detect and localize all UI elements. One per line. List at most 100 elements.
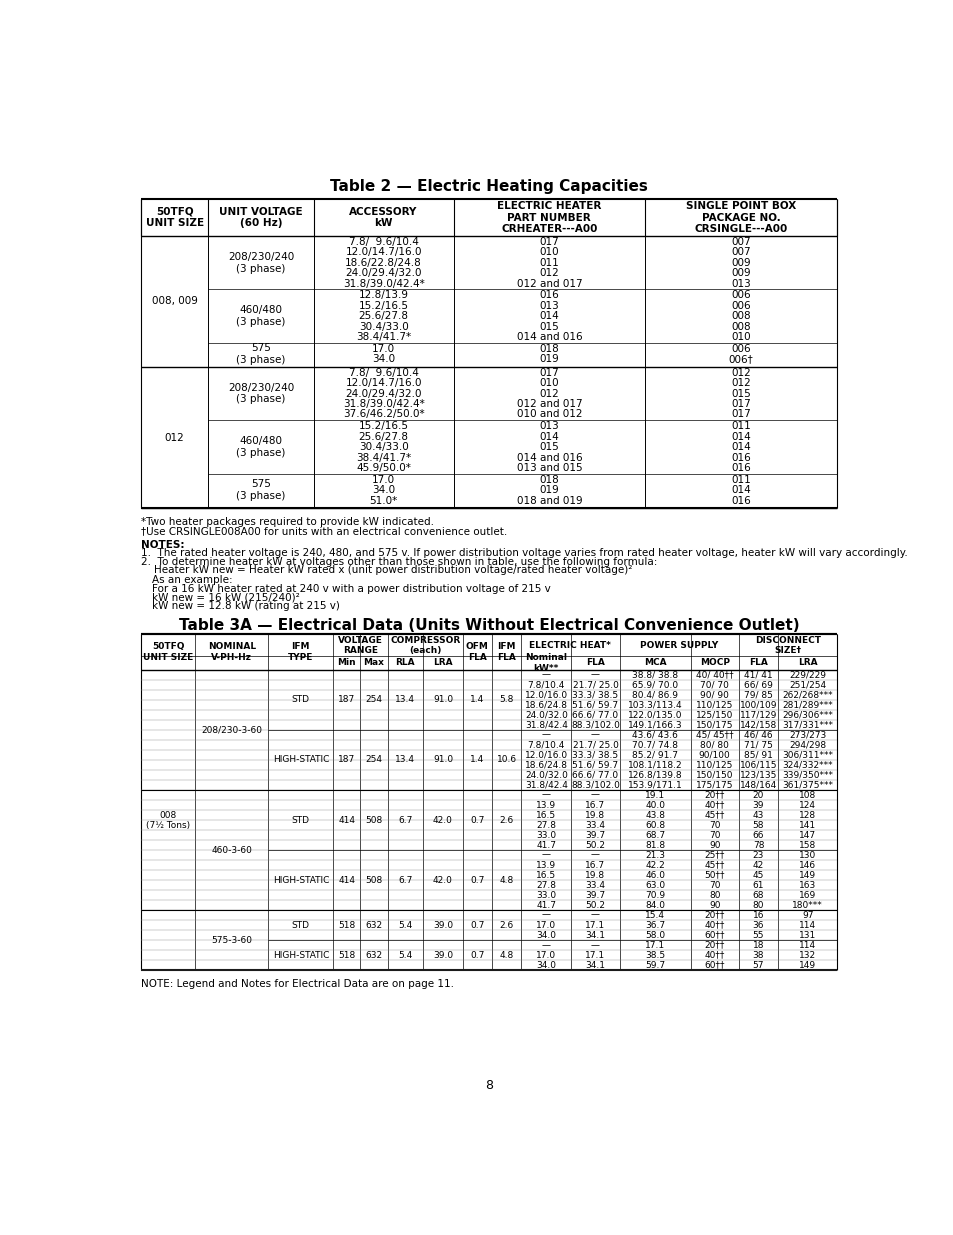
Text: 60.8: 60.8 xyxy=(644,820,664,830)
Text: 149.1/166.3: 149.1/166.3 xyxy=(627,720,681,730)
Text: 4.8: 4.8 xyxy=(499,951,514,960)
Text: FLA: FLA xyxy=(748,658,767,667)
Text: NOMINAL
V-PH-Hz: NOMINAL V-PH-Hz xyxy=(208,642,255,662)
Text: 317/331***: 317/331*** xyxy=(781,720,832,730)
Text: 149: 149 xyxy=(799,961,816,969)
Text: VOLTAGE
RANGE: VOLTAGE RANGE xyxy=(337,636,382,655)
Text: 57: 57 xyxy=(752,961,763,969)
Text: 85.2/ 91.7: 85.2/ 91.7 xyxy=(632,751,678,760)
Text: 38.4/41.7*: 38.4/41.7* xyxy=(355,332,411,342)
Text: 208/230/240
(3 phase): 208/230/240 (3 phase) xyxy=(228,252,294,273)
Text: 208/230/240
(3 phase): 208/230/240 (3 phase) xyxy=(228,383,294,404)
Text: 31.8/39.0/42.4*: 31.8/39.0/42.4* xyxy=(342,279,424,289)
Text: 12.0/14.7/16.0: 12.0/14.7/16.0 xyxy=(345,247,421,257)
Text: COMPRESSOR
(each): COMPRESSOR (each) xyxy=(390,636,460,655)
Text: 011: 011 xyxy=(730,421,750,431)
Text: 012: 012 xyxy=(539,389,558,399)
Text: *Two heater packages required to provide kW indicated.: *Two heater packages required to provide… xyxy=(141,516,434,526)
Text: For a 16 kW heater rated at 240 v with a power distribution voltage of 215 v: For a 16 kW heater rated at 240 v with a… xyxy=(152,584,550,594)
Text: 126.8/139.8: 126.8/139.8 xyxy=(627,771,681,779)
Text: 123/135: 123/135 xyxy=(740,771,777,779)
Text: 018 and 019: 018 and 019 xyxy=(516,495,581,505)
Text: 018: 018 xyxy=(539,345,558,354)
Text: 014: 014 xyxy=(730,432,750,442)
Text: NOTE: Legend and Notes for Electrical Data are on page 11.: NOTE: Legend and Notes for Electrical Da… xyxy=(141,978,454,989)
Text: 153.9/171.1: 153.9/171.1 xyxy=(627,781,681,789)
Text: 37.6/46.2/50.0*: 37.6/46.2/50.0* xyxy=(342,410,424,420)
Text: 41/ 41: 41/ 41 xyxy=(743,671,772,679)
Text: 5.4: 5.4 xyxy=(397,920,412,930)
Text: 017: 017 xyxy=(539,237,558,247)
Text: 41.7: 41.7 xyxy=(536,841,556,850)
Text: 38.8/ 38.8: 38.8/ 38.8 xyxy=(631,671,678,679)
Text: 632: 632 xyxy=(365,920,382,930)
Text: 24.0/32.0: 24.0/32.0 xyxy=(524,771,567,779)
Text: 106/115: 106/115 xyxy=(739,761,777,769)
Text: 012 and 017: 012 and 017 xyxy=(516,399,581,409)
Text: 13.4: 13.4 xyxy=(395,756,415,764)
Text: 012: 012 xyxy=(165,432,184,442)
Text: As an example:: As an example: xyxy=(152,576,233,585)
Text: 014: 014 xyxy=(730,442,750,452)
Text: 34.1: 34.1 xyxy=(585,931,605,940)
Text: 254: 254 xyxy=(365,756,382,764)
Text: 12.0/14.7/16.0: 12.0/14.7/16.0 xyxy=(345,378,421,388)
Text: —: — xyxy=(591,941,599,950)
Text: 158: 158 xyxy=(799,841,816,850)
Text: †Use CRSINGLE008A00 for units with an electrical convenience outlet.: †Use CRSINGLE008A00 for units with an el… xyxy=(141,526,507,536)
Text: 414: 414 xyxy=(338,876,355,884)
Text: 70: 70 xyxy=(708,820,720,830)
Text: —: — xyxy=(541,910,550,920)
Text: kW new = 16 kW (215/240)²: kW new = 16 kW (215/240)² xyxy=(152,592,299,603)
Text: RLA: RLA xyxy=(395,658,415,667)
Text: 294/298: 294/298 xyxy=(788,741,825,750)
Text: 014: 014 xyxy=(730,485,750,495)
Text: 010: 010 xyxy=(539,247,558,257)
Text: 013 and 015: 013 and 015 xyxy=(516,463,581,473)
Text: 90: 90 xyxy=(708,841,720,850)
Text: 17.0: 17.0 xyxy=(372,345,395,354)
Text: DISCONNECT
SIZE†: DISCONNECT SIZE† xyxy=(754,636,820,655)
Text: 7.8/  9.6/10.4: 7.8/ 9.6/10.4 xyxy=(348,237,418,247)
Text: 66: 66 xyxy=(752,831,763,840)
Text: STD: STD xyxy=(292,815,310,825)
Text: 80: 80 xyxy=(708,890,720,899)
Text: 33.4: 33.4 xyxy=(585,881,605,889)
Text: 013: 013 xyxy=(539,301,558,311)
Text: 85/ 91: 85/ 91 xyxy=(743,751,772,760)
Text: 66/ 69: 66/ 69 xyxy=(743,680,772,689)
Text: 25††: 25†† xyxy=(703,851,724,860)
Text: 141: 141 xyxy=(799,820,816,830)
Text: 016: 016 xyxy=(539,290,558,300)
Text: 006†: 006† xyxy=(728,354,753,364)
Text: 33.0: 33.0 xyxy=(536,890,556,899)
Text: 43: 43 xyxy=(752,810,763,820)
Text: 015: 015 xyxy=(539,442,558,452)
Text: —: — xyxy=(541,671,550,679)
Text: 142/158: 142/158 xyxy=(740,720,777,730)
Text: 324/332***: 324/332*** xyxy=(781,761,832,769)
Text: 27.8: 27.8 xyxy=(536,820,556,830)
Text: 16.5: 16.5 xyxy=(536,871,556,879)
Text: 23: 23 xyxy=(752,851,763,860)
Text: 17.0: 17.0 xyxy=(372,475,395,485)
Text: LRA: LRA xyxy=(797,658,817,667)
Text: 45††: 45†† xyxy=(703,861,724,869)
Text: 38.4/41.7*: 38.4/41.7* xyxy=(355,452,411,463)
Text: 010: 010 xyxy=(731,332,750,342)
Text: STD: STD xyxy=(292,695,310,704)
Text: 33.4: 33.4 xyxy=(585,820,605,830)
Text: UNIT VOLTAGE
(60 Hz): UNIT VOLTAGE (60 Hz) xyxy=(219,206,302,228)
Text: 281/289***: 281/289*** xyxy=(781,700,832,709)
Text: 33.3/ 38.5: 33.3/ 38.5 xyxy=(572,751,618,760)
Text: Nominal
kW**: Nominal kW** xyxy=(525,653,567,673)
Text: 45: 45 xyxy=(752,871,763,879)
Text: 010: 010 xyxy=(539,378,558,388)
Text: 006: 006 xyxy=(731,345,750,354)
Text: 19.1: 19.1 xyxy=(644,790,664,799)
Text: 4.8: 4.8 xyxy=(499,876,514,884)
Text: SINGLE POINT BOX
PACKAGE NO.
CRSINGLE---A00: SINGLE POINT BOX PACKAGE NO. CRSINGLE---… xyxy=(685,201,796,235)
Text: MOCP: MOCP xyxy=(699,658,729,667)
Text: 008: 008 xyxy=(731,321,750,332)
Text: 30.4/33.0: 30.4/33.0 xyxy=(358,442,408,452)
